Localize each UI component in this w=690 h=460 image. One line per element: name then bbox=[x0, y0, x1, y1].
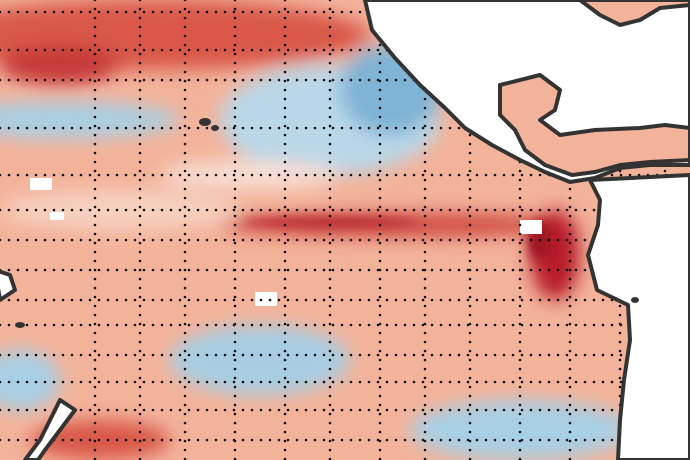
atlantic bbox=[578, 0, 690, 27]
island bbox=[0, 269, 17, 302]
neutral-blob bbox=[160, 160, 340, 190]
cool-blob bbox=[170, 325, 350, 395]
island bbox=[211, 125, 219, 131]
missing-cell bbox=[50, 212, 64, 220]
missing-cell bbox=[255, 292, 277, 306]
south-america bbox=[586, 173, 690, 460]
anomaly-blobs bbox=[0, 0, 670, 460]
cool-blob bbox=[410, 400, 630, 460]
gulf-caribbean bbox=[498, 73, 690, 177]
missing-cell bbox=[520, 220, 542, 234]
island bbox=[15, 322, 25, 328]
missing-data bbox=[30, 178, 542, 306]
island bbox=[199, 118, 211, 126]
small-islands bbox=[15, 118, 639, 328]
seas bbox=[498, 0, 690, 177]
warm-blob bbox=[0, 45, 120, 85]
cool-blob bbox=[0, 350, 60, 410]
missing-cell bbox=[30, 178, 52, 190]
island bbox=[631, 297, 639, 303]
new-zealand bbox=[23, 398, 77, 460]
